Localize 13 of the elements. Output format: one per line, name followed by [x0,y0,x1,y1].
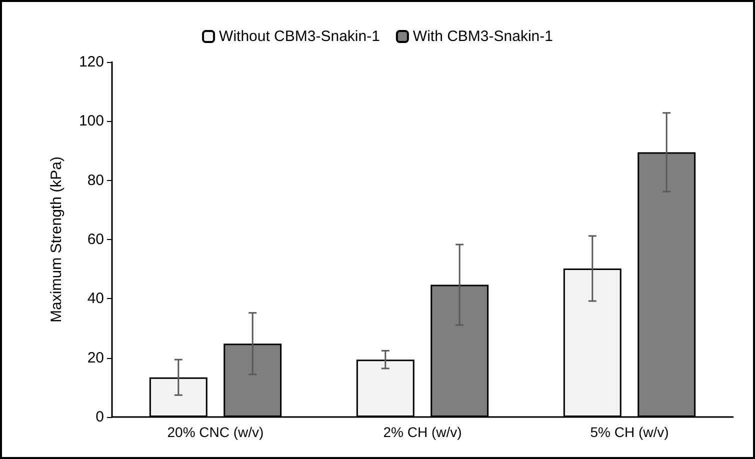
y-tick-label: 80 [87,172,104,189]
legend-label: With CBM3-Snakin-1 [412,28,553,45]
x-tick-label: 2% CH (w/v) [383,424,462,440]
y-axis-title: Maximum Strength (kPa) [48,156,65,322]
y-tick-label: 100 [78,112,104,130]
y-tick-label: 120 [78,54,104,70]
y-tick-label: 20 [87,349,104,366]
legend-label: Without CBM3-Snakin-1 [219,28,380,45]
x-tick-label: 5% CH (w/v) [590,424,669,440]
y-tick-label: 60 [87,231,104,248]
x-tick-label: 20% CNC (w/v) [167,424,264,440]
y-tick-label: 40 [87,290,104,308]
y-tick-label: 0 [96,408,104,426]
